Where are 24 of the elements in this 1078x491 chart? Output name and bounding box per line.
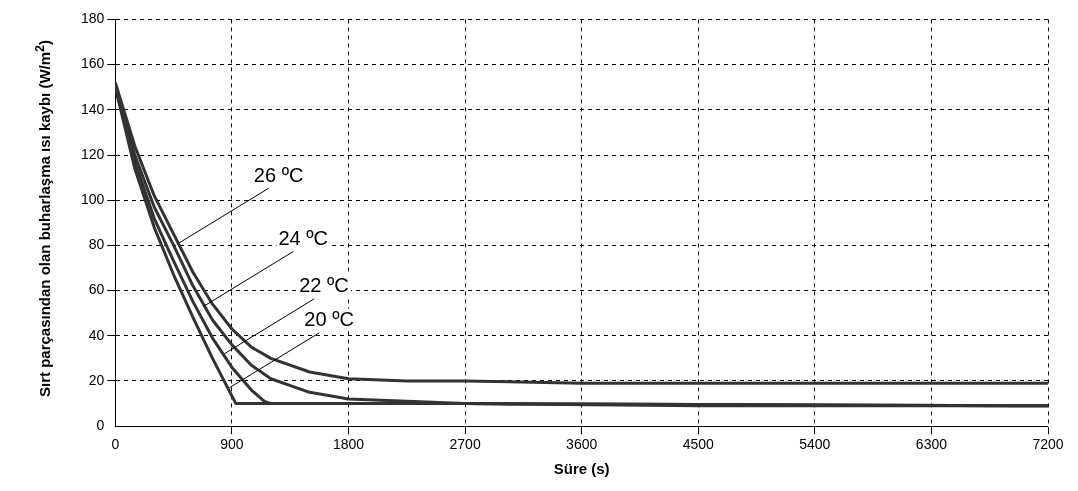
x-tick-label: 1800 xyxy=(332,436,365,453)
y-tick-label: 60 xyxy=(88,281,105,298)
x-tick-label: 5400 xyxy=(799,436,831,453)
y-tick-label: 180 xyxy=(81,10,105,27)
annotation: 24 ºC xyxy=(278,226,328,249)
x-tick-label: 900 xyxy=(220,436,244,453)
y-tick-label: 100 xyxy=(81,191,105,208)
y-tick-label: 80 xyxy=(88,236,105,253)
x-tick-label: 3600 xyxy=(566,436,598,453)
annotation: 20 ºC xyxy=(304,308,354,331)
x-tick-label: 2700 xyxy=(449,436,481,453)
x-tick-label: 4500 xyxy=(682,436,715,453)
y-tick-label: 40 xyxy=(88,326,105,343)
y-tick-label: 120 xyxy=(81,145,105,162)
x-tick-label: 0 xyxy=(111,436,120,453)
x-tick-label: 7200 xyxy=(1032,436,1064,453)
y-tick-label: 140 xyxy=(81,100,105,117)
x-tick-label: 6300 xyxy=(915,436,948,453)
annotation: 26 ºC xyxy=(253,163,304,186)
annotation: 22 ºC xyxy=(299,274,349,297)
y-tick-label: 0 xyxy=(96,417,105,434)
y-tick-label: 160 xyxy=(81,55,105,72)
y-tick-label: 20 xyxy=(88,371,105,388)
x-axis-title: Süre (s) xyxy=(553,460,610,478)
